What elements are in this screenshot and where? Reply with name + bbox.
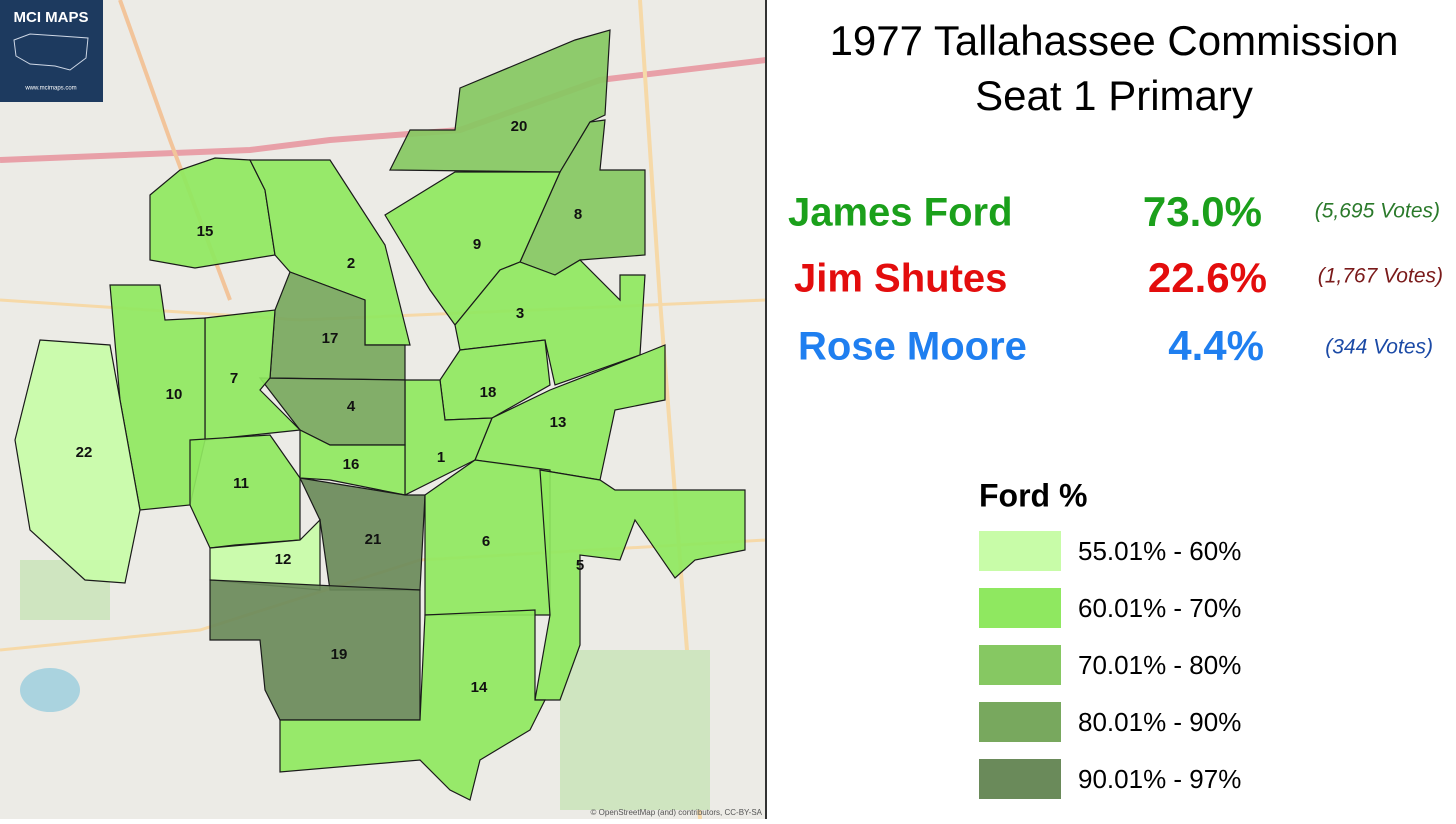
precinct-label: 4 — [347, 398, 356, 415]
precinct-label: 21 — [365, 531, 382, 548]
legend-swatch — [979, 645, 1061, 685]
title: 1977 Tallahassee Commission — [830, 17, 1399, 64]
legend-title: Ford % — [979, 477, 1087, 513]
attribution: © OpenStreetMap (and) contributors, CC-B… — [591, 808, 763, 817]
precinct-label: 15 — [197, 223, 214, 240]
precinct-12 — [209, 518, 321, 591]
precinct-label: 13 — [550, 414, 567, 431]
logo-map — [13, 33, 89, 71]
legend-label: 80.01% - 90% — [1078, 707, 1241, 737]
candidate-votes: (344 Votes) — [1325, 336, 1433, 359]
precinct-label: 6 — [482, 533, 490, 550]
precinct-label: 12 — [275, 551, 292, 568]
legend-label: 90.01% - 97% — [1078, 764, 1241, 794]
logo-url: www.mcimaps.com — [24, 86, 76, 92]
precinct-label: 14 — [471, 679, 488, 696]
legend-swatch — [979, 531, 1061, 571]
precinct-label: 9 — [473, 236, 481, 253]
legend: Ford % 55.01% - 60% 60.01% - 70% 70.01% - … — [979, 477, 1241, 799]
precinct-14 — [279, 609, 546, 801]
candidate-percent: 73.0% — [1143, 188, 1262, 235]
candidate-votes: (5,695 Votes) — [1315, 200, 1440, 223]
logo: MCI MAPS www.mcimaps.com — [0, 0, 103, 102]
candidate-name: Rose Moore — [798, 325, 1027, 369]
precinct-label: 16 — [343, 456, 360, 473]
precinct-label: 3 — [516, 305, 524, 322]
precinct-label: 22 — [76, 444, 93, 461]
precinct-labels: 1 2 3 4 5 6 7 8 9 10 11 12 13 14 15 16 1… — [76, 118, 585, 696]
logo-box — [0, 0, 103, 102]
results: James Ford 73.0% (5,695 Votes) Jim Shute… — [788, 188, 1443, 369]
legend-swatch — [979, 588, 1061, 628]
legend-swatch — [979, 759, 1061, 799]
precinct-label: 5 — [576, 557, 584, 574]
logo-title: MCI MAPS — [14, 9, 89, 26]
precinct-label: 2 — [347, 255, 355, 272]
legend-label: 70.01% - 80% — [1078, 650, 1241, 680]
title: Seat 1 Primary — [975, 72, 1253, 119]
candidate-name: Jim Shutes — [794, 257, 1007, 301]
precinct-22 — [14, 339, 141, 584]
legend-swatch — [979, 702, 1061, 742]
precinct-label: 7 — [230, 370, 238, 387]
precinct-label: 19 — [331, 646, 348, 663]
precincts — [14, 29, 746, 801]
candidate-percent: 4.4% — [1168, 322, 1264, 369]
precinct-label: 20 — [511, 118, 528, 135]
legend-label: 60.01% - 70% — [1078, 593, 1241, 623]
precinct-label: 18 — [480, 384, 497, 401]
candidate-name: James Ford — [788, 191, 1013, 235]
precinct-label: 8 — [574, 206, 582, 223]
precinct-19 — [209, 579, 421, 721]
precinct-label: 11 — [233, 475, 249, 492]
precinct-label: 1 — [437, 449, 445, 466]
precinct-label: 17 — [322, 330, 339, 347]
candidate-votes: (1,767 Votes) — [1318, 265, 1443, 288]
precinct-label: 10 — [166, 386, 183, 403]
legend-label: 55.01% - 60% — [1078, 536, 1241, 566]
candidate-percent: 22.6% — [1148, 254, 1267, 301]
